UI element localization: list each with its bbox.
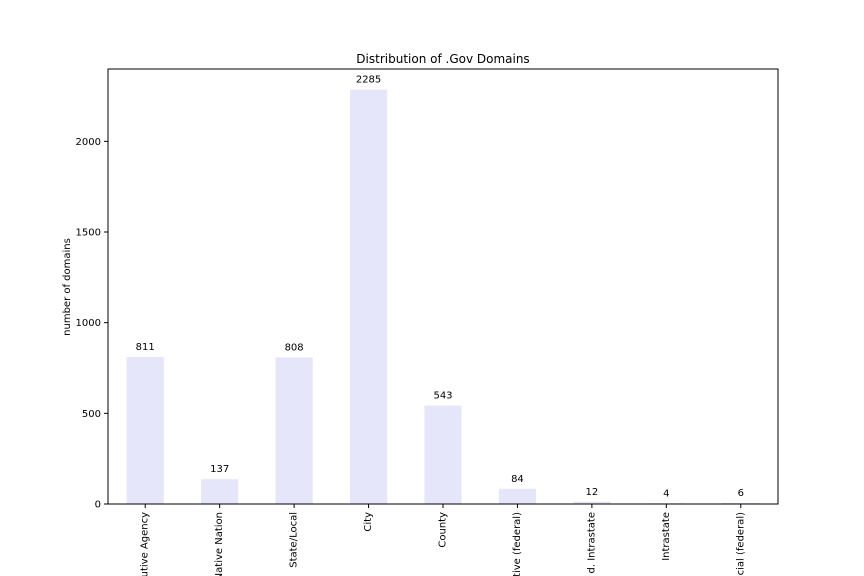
data-label: 808 bbox=[285, 342, 304, 353]
chart-title: Distribution of .Gov Domains bbox=[356, 52, 529, 66]
bar bbox=[573, 501, 611, 504]
bars-group bbox=[126, 89, 760, 504]
bar bbox=[201, 479, 239, 504]
y-tick-label: 1500 bbox=[76, 228, 101, 239]
y-axis: 0 500 1000 1500 2000 bbox=[76, 137, 108, 511]
y-tick-label: 2000 bbox=[76, 137, 101, 148]
y-axis-label: number of domains bbox=[62, 238, 73, 336]
bar bbox=[275, 357, 313, 504]
x-tick-label: cial (federal) bbox=[735, 512, 746, 575]
x-tick-label: City bbox=[363, 512, 374, 532]
data-label: 811 bbox=[136, 342, 155, 353]
data-label: 543 bbox=[433, 391, 452, 402]
data-label: 137 bbox=[210, 464, 229, 475]
x-tick-label: State/Local bbox=[289, 512, 300, 568]
x-tick-label: Intrastate bbox=[661, 512, 672, 561]
bar bbox=[498, 488, 537, 504]
x-tick-label: County bbox=[438, 512, 449, 548]
x-tick-label: utive Agency bbox=[140, 512, 151, 576]
bar bbox=[424, 405, 462, 504]
data-label: 12 bbox=[586, 487, 599, 498]
y-tick-label: 1000 bbox=[76, 318, 101, 329]
bar bbox=[722, 502, 760, 504]
x-tick-label: d. Intrastate bbox=[586, 512, 597, 573]
x-axis: utive Agency Native Nation State/Local City… bbox=[140, 504, 746, 576]
bar-labels-group: 811 137 808 2285 543 84 12 4 6 bbox=[136, 75, 744, 500]
y-tick-label: 500 bbox=[82, 409, 101, 420]
data-label: 6 bbox=[738, 488, 744, 499]
data-label: 2285 bbox=[356, 75, 381, 86]
bar bbox=[349, 89, 388, 504]
data-label: 84 bbox=[511, 474, 524, 485]
x-tick-label: tive (federal) bbox=[512, 512, 523, 576]
y-tick-label: 0 bbox=[95, 500, 101, 511]
x-tick-label: Native Nation bbox=[214, 512, 225, 576]
bar bbox=[126, 356, 164, 504]
data-label: 4 bbox=[663, 488, 669, 499]
